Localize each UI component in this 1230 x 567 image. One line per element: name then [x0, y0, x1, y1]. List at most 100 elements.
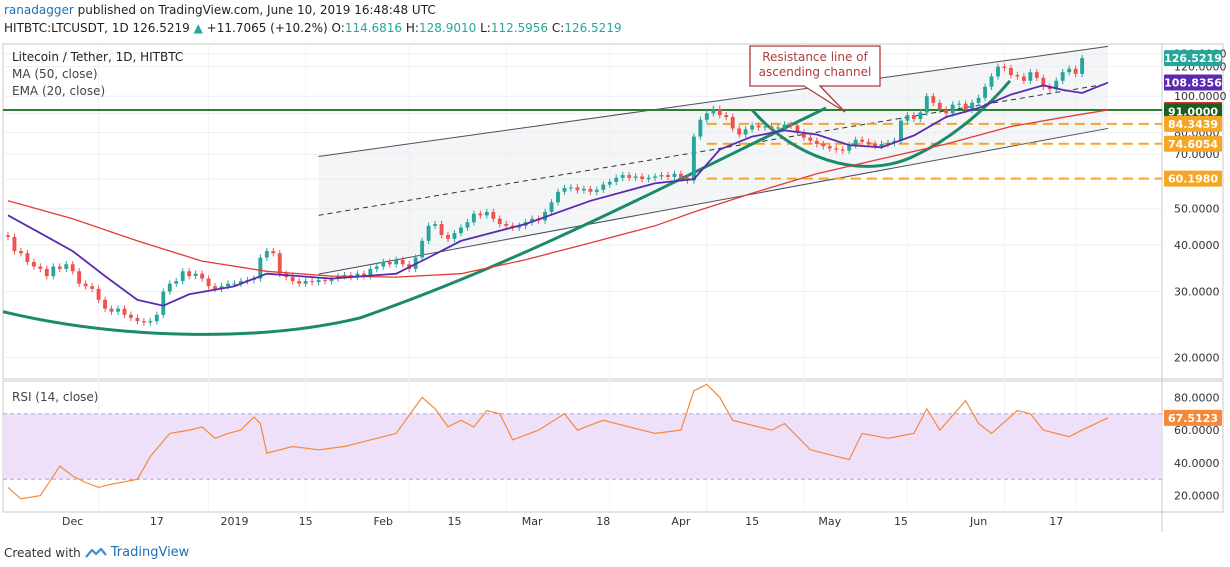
- candle-body: [154, 314, 159, 322]
- candle-body: [77, 271, 82, 284]
- candle-body: [983, 86, 987, 98]
- candle-body: [452, 233, 457, 239]
- price-tag-label: 126.5219: [1164, 52, 1222, 65]
- rsi-tick-label: 80.0000: [1174, 391, 1220, 404]
- chart-canvas[interactable]: 20.000030.000040.000050.000060.000070.00…: [0, 42, 1230, 542]
- candle-body: [57, 266, 62, 269]
- time-tick-label: 17: [150, 515, 164, 528]
- candle-body: [271, 251, 276, 254]
- candle-body: [297, 281, 302, 284]
- candle-body: [25, 253, 30, 262]
- footer: Created with TradingView: [4, 545, 189, 560]
- candle-body: [937, 102, 942, 110]
- candle-body: [704, 113, 709, 120]
- price-tick-label: 50.0000: [1174, 203, 1220, 216]
- candle-body: [226, 283, 230, 287]
- candle-body: [1028, 72, 1033, 81]
- candle-body: [400, 259, 405, 265]
- time-axis: Dec 17 2019 15 Feb 15 Mar 18 Apr 15 May 15 Jun 17: [62, 515, 1063, 528]
- candle-body: [950, 104, 955, 114]
- candle-body: [420, 240, 425, 258]
- ema20-line: [7, 81, 1109, 307]
- candle-body: [323, 280, 327, 282]
- candle-body: [394, 259, 399, 265]
- candle-body: [633, 176, 638, 178]
- change-value: +11.7065 (+10.2%): [206, 21, 328, 35]
- candle-body: [96, 288, 101, 300]
- candle-body: [219, 286, 224, 289]
- author-link[interactable]: ranadagger: [4, 3, 74, 17]
- candle-body: [1021, 76, 1026, 81]
- candle-body: [277, 253, 282, 274]
- candle-body: [342, 275, 347, 277]
- candle-body: [109, 308, 114, 312]
- legend: Litecoin / Tether, 1D, HITBTC MA (50, cl…: [12, 50, 183, 404]
- candle-body: [374, 266, 379, 269]
- cup-and-handle-pattern: [2, 79, 1012, 336]
- candle-body: [756, 125, 761, 128]
- candle-body: [607, 181, 612, 185]
- candle-body: [167, 283, 172, 292]
- header-bar: ranadagger published on TradingView.com,…: [0, 0, 1230, 42]
- candle-body: [368, 268, 373, 277]
- tradingview-brand[interactable]: TradingView: [110, 545, 190, 560]
- candle-body: [562, 188, 567, 192]
- symbol-text: HITBTC:LTCUSDT, 1D: [4, 21, 129, 35]
- ohlc-line: HITBTC:LTCUSDT, 1D 126.5219 ▲ +11.7065 (…: [4, 21, 622, 35]
- price-tags: 126.5219108.835691.904791.000084.343974.…: [1164, 50, 1222, 426]
- price-tick-label: 100.0000: [1174, 90, 1227, 103]
- published-text: published on TradingView.com, June 10, 2…: [77, 3, 436, 17]
- candle-body: [911, 115, 916, 119]
- ma50-line: [7, 109, 1109, 278]
- channel-upper-line: [318, 45, 1109, 157]
- candle-body: [698, 119, 703, 137]
- candle-body: [187, 271, 192, 277]
- candle-body: [763, 126, 767, 128]
- candle-body: [957, 103, 962, 105]
- candle-body: [620, 175, 625, 178]
- legend-rsi: RSI (14, close): [12, 390, 98, 404]
- candle-body: [944, 109, 949, 114]
- price-tag-box: [1164, 103, 1222, 120]
- candle-body: [303, 281, 308, 284]
- candle-body: [70, 264, 75, 272]
- candle-body: [459, 227, 463, 234]
- candle-body: [1060, 72, 1065, 81]
- channel-middle-line: [318, 83, 1109, 216]
- candle-body: [90, 286, 95, 289]
- candle-body: [989, 76, 994, 87]
- price-tag-box: [1164, 50, 1222, 67]
- candle-body: [594, 189, 599, 192]
- candle-body: [290, 277, 295, 282]
- legend-title: Litecoin / Tether, 1D, HITBTC: [12, 50, 183, 64]
- candle-body: [653, 176, 657, 178]
- candle-body: [827, 146, 832, 149]
- candle-body: [782, 124, 787, 128]
- candle-body: [264, 251, 269, 258]
- candle-body: [575, 187, 580, 191]
- price-tick-label: 30.0000: [1174, 286, 1220, 299]
- candle-body: [581, 188, 586, 191]
- candle-body: [12, 236, 17, 252]
- rsi-tick-label: 20.0000: [1174, 490, 1220, 503]
- candle-body: [439, 223, 444, 236]
- time-tick-label: 15: [894, 515, 908, 528]
- candle-body: [491, 211, 496, 219]
- candle-body: [860, 139, 865, 142]
- time-tick-label: 15: [447, 515, 461, 528]
- rsi-tick-label: 60.0000: [1174, 424, 1220, 437]
- open-value: 114.6816: [344, 21, 403, 35]
- candle-body: [821, 144, 826, 147]
- candle-body: [148, 321, 153, 323]
- candle-body: [840, 149, 845, 151]
- candle-body: [116, 308, 120, 312]
- candle-body: [504, 223, 509, 226]
- candle-body: [361, 273, 366, 277]
- rsi-line: [7, 383, 1109, 500]
- candle-body: [44, 268, 49, 277]
- candle-body: [103, 299, 107, 309]
- time-tick-label: Apr: [671, 515, 691, 528]
- time-tick-label: May: [818, 515, 841, 528]
- candle-body: [1041, 77, 1046, 87]
- candle-body: [737, 128, 742, 135]
